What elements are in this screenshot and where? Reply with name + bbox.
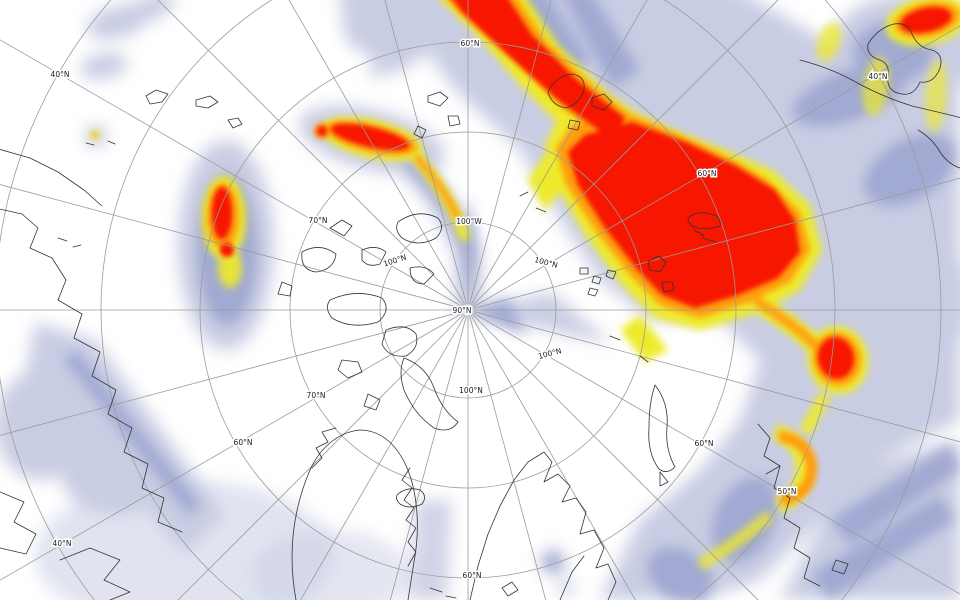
meridian-line [472, 312, 960, 595]
meridian-line [384, 0, 467, 305]
meridian-line [177, 313, 465, 600]
graticule-label: 60°N [234, 438, 253, 447]
meridian-line [471, 0, 779, 307]
meridian-line [473, 311, 960, 443]
graticule-label: 70°N [309, 216, 328, 225]
meridian-line [300, 314, 466, 600]
smoke-plume-layer-high [212, 0, 952, 379]
meridian-line [470, 314, 636, 600]
meridian-line [472, 25, 960, 308]
graticule-label: 100°N [537, 346, 562, 361]
meridian-line [389, 315, 467, 600]
meridian-line [471, 313, 759, 600]
graticule-label: 100°N [382, 253, 407, 269]
graticule-label: 100°W [456, 217, 482, 226]
graticule-label: 60°N [695, 439, 714, 448]
graticule-label: 90°N [453, 306, 472, 315]
graticule-label: 100°N [534, 255, 559, 270]
graticule-label: 60°N [463, 571, 482, 580]
meridian-line [0, 184, 463, 309]
graticule-label: 40°N [869, 72, 888, 81]
graticule-label: 100°N [459, 386, 483, 395]
graticule-label: 60°N [698, 169, 717, 178]
graticule-label: 70°N [307, 391, 326, 400]
coastlines [0, 23, 960, 600]
meridian-line [473, 177, 960, 309]
graticule-label: 40°N [53, 539, 72, 548]
meridian-line [469, 0, 552, 305]
meridian-line [469, 315, 547, 600]
meridian-line [157, 0, 465, 307]
meridian-line [288, 0, 466, 306]
graticule-label: 40°N [51, 70, 70, 79]
graticule-label: 60°N [461, 39, 480, 48]
meridian-line [0, 39, 464, 308]
meridian-line [470, 0, 648, 306]
graticule-label: 50°N [778, 487, 797, 496]
meridian-line [0, 311, 463, 436]
meridian-line [0, 312, 464, 581]
